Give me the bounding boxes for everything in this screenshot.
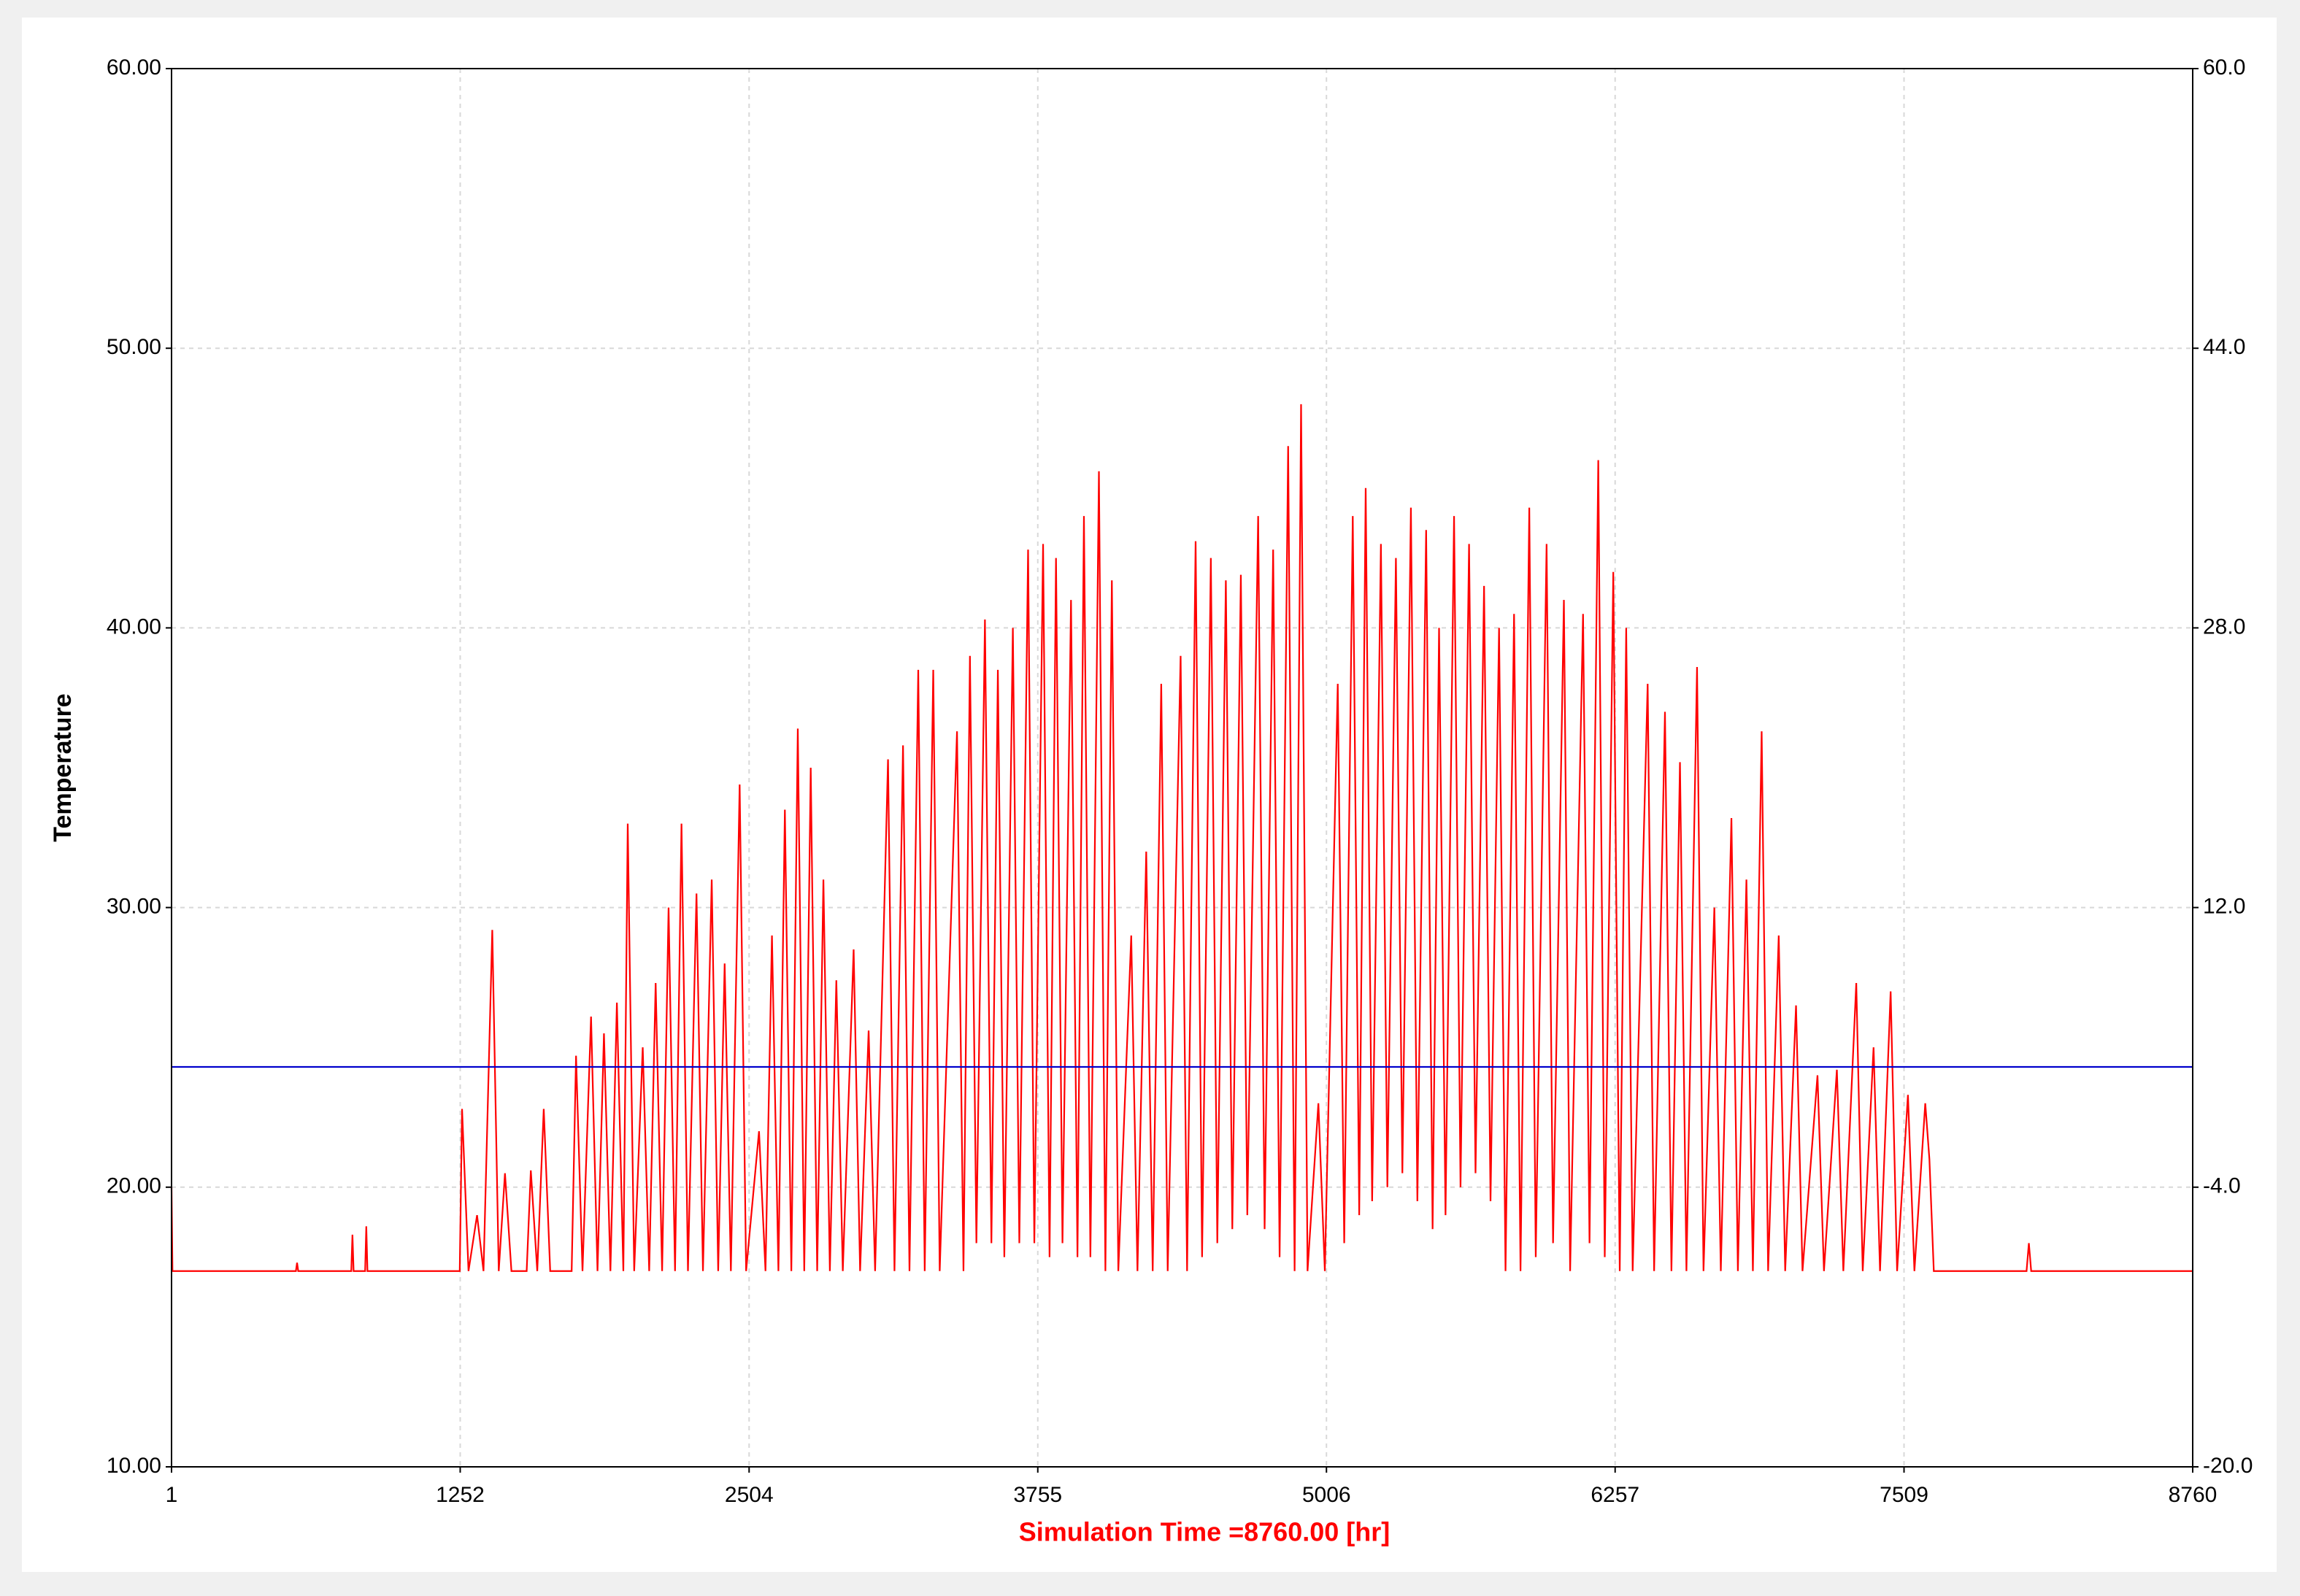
y2-tick-label: 44.0 <box>2203 335 2245 359</box>
x-axis-label: Simulation Time =8760.00 [hr] <box>1019 1517 1391 1547</box>
x-tick-label: 3755 <box>1013 1483 1062 1507</box>
x-tick-label: 2504 <box>725 1483 774 1507</box>
x-tick-label: 6257 <box>1591 1483 1639 1507</box>
y2-tick-label: 28.0 <box>2203 614 2245 639</box>
x-tick-label: 7509 <box>1880 1483 1928 1507</box>
x-tick-label: 5006 <box>1302 1483 1351 1507</box>
y2-tick-label: 12.0 <box>2203 895 2245 919</box>
y-axis-label: Temperature <box>49 693 77 841</box>
panel <box>22 18 2277 1572</box>
y2-tick-label: -4.0 <box>2203 1174 2241 1198</box>
y-tick-label: 60.00 <box>107 55 161 80</box>
y-tick-label: 50.00 <box>107 335 161 359</box>
y-tick-label: 30.00 <box>107 895 161 919</box>
x-tick-label: 1252 <box>436 1483 485 1507</box>
y-tick-label: 40.00 <box>107 614 161 639</box>
y2-tick-label: -20.0 <box>2203 1454 2253 1478</box>
plot-frame <box>171 68 2193 1468</box>
y-tick-label: 10.00 <box>107 1454 161 1478</box>
x-tick-label: 8760 <box>2169 1483 2218 1507</box>
y2-tick-label: 60.0 <box>2203 55 2245 80</box>
line-series <box>170 404 2193 1272</box>
x-tick-label: 1 <box>166 1483 178 1507</box>
y-tick-label: 20.00 <box>107 1174 161 1198</box>
